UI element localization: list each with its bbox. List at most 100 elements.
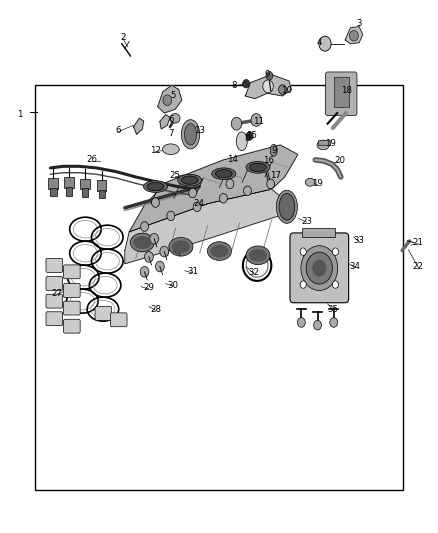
Ellipse shape: [246, 246, 270, 265]
Text: 25: 25: [170, 172, 181, 180]
Ellipse shape: [172, 240, 190, 253]
Circle shape: [266, 71, 273, 80]
Ellipse shape: [181, 176, 198, 184]
Circle shape: [167, 211, 175, 221]
Circle shape: [306, 252, 332, 284]
Ellipse shape: [178, 174, 201, 186]
FancyBboxPatch shape: [64, 301, 80, 315]
Circle shape: [193, 202, 201, 212]
Ellipse shape: [305, 178, 315, 187]
Ellipse shape: [143, 181, 167, 192]
Text: 12: 12: [150, 146, 161, 155]
Text: 26: 26: [86, 156, 98, 164]
Polygon shape: [345, 27, 363, 44]
Text: 31: 31: [187, 268, 198, 276]
Text: 27: 27: [51, 289, 63, 297]
Text: 28: 28: [150, 305, 161, 313]
Ellipse shape: [184, 124, 197, 145]
Bar: [318, 140, 330, 145]
Circle shape: [319, 36, 331, 51]
FancyBboxPatch shape: [46, 277, 63, 290]
Bar: [99, 190, 105, 198]
Circle shape: [246, 132, 253, 140]
Ellipse shape: [237, 132, 247, 150]
Ellipse shape: [208, 242, 231, 260]
Text: 34: 34: [349, 262, 360, 271]
Circle shape: [300, 281, 306, 288]
FancyBboxPatch shape: [95, 306, 112, 320]
Text: 16: 16: [262, 157, 274, 165]
Ellipse shape: [133, 236, 152, 249]
Ellipse shape: [147, 182, 164, 191]
Circle shape: [152, 198, 159, 207]
Circle shape: [173, 243, 182, 253]
Circle shape: [231, 117, 242, 130]
FancyBboxPatch shape: [64, 284, 80, 297]
Bar: [50, 188, 57, 196]
Text: 1: 1: [17, 110, 22, 119]
Polygon shape: [134, 118, 144, 134]
Circle shape: [155, 261, 164, 272]
Circle shape: [332, 281, 339, 288]
Circle shape: [145, 252, 153, 262]
Circle shape: [251, 114, 261, 126]
Circle shape: [141, 222, 148, 231]
Ellipse shape: [279, 193, 295, 220]
Ellipse shape: [317, 140, 329, 150]
FancyBboxPatch shape: [64, 265, 80, 279]
Circle shape: [312, 260, 326, 277]
Text: 3: 3: [357, 20, 362, 28]
Ellipse shape: [181, 119, 200, 149]
Text: 23: 23: [301, 217, 312, 225]
Circle shape: [150, 233, 159, 244]
Text: 4: 4: [317, 38, 322, 47]
Circle shape: [243, 79, 250, 88]
Ellipse shape: [270, 144, 277, 156]
Text: 24: 24: [194, 199, 205, 208]
Circle shape: [244, 186, 251, 196]
Text: 11: 11: [253, 117, 264, 126]
Text: 18: 18: [340, 86, 352, 95]
Circle shape: [263, 80, 273, 93]
FancyBboxPatch shape: [64, 319, 80, 333]
Text: 15: 15: [246, 132, 258, 140]
Text: 17: 17: [270, 172, 282, 180]
Text: 10: 10: [281, 86, 293, 95]
Text: 8: 8: [232, 81, 237, 90]
Text: 33: 33: [353, 237, 365, 245]
Text: 19: 19: [325, 140, 336, 148]
FancyBboxPatch shape: [46, 312, 63, 326]
Circle shape: [330, 318, 338, 327]
Text: 19: 19: [312, 180, 323, 188]
Circle shape: [140, 266, 149, 277]
Bar: [64, 177, 74, 188]
Circle shape: [350, 30, 358, 41]
Text: 9: 9: [271, 147, 276, 155]
Circle shape: [160, 246, 169, 257]
Circle shape: [279, 85, 286, 94]
FancyBboxPatch shape: [46, 259, 63, 272]
Ellipse shape: [276, 190, 297, 223]
Circle shape: [189, 188, 197, 198]
Circle shape: [297, 318, 305, 327]
Bar: [97, 180, 106, 191]
Text: 29: 29: [144, 284, 154, 292]
Polygon shape: [129, 145, 298, 232]
Ellipse shape: [250, 163, 266, 172]
Polygon shape: [158, 85, 182, 113]
Text: 7: 7: [168, 129, 173, 138]
Text: 22: 22: [413, 262, 424, 271]
Text: 35: 35: [327, 305, 339, 313]
Ellipse shape: [131, 233, 154, 252]
FancyBboxPatch shape: [110, 313, 127, 327]
Ellipse shape: [215, 169, 232, 178]
Bar: [302, 228, 335, 237]
Ellipse shape: [162, 144, 179, 155]
Text: 9: 9: [265, 70, 270, 79]
Ellipse shape: [212, 168, 236, 180]
Polygon shape: [125, 189, 287, 264]
Circle shape: [301, 246, 338, 290]
Text: 6: 6: [116, 126, 121, 135]
Text: 32: 32: [248, 269, 260, 277]
Text: 13: 13: [194, 126, 205, 135]
